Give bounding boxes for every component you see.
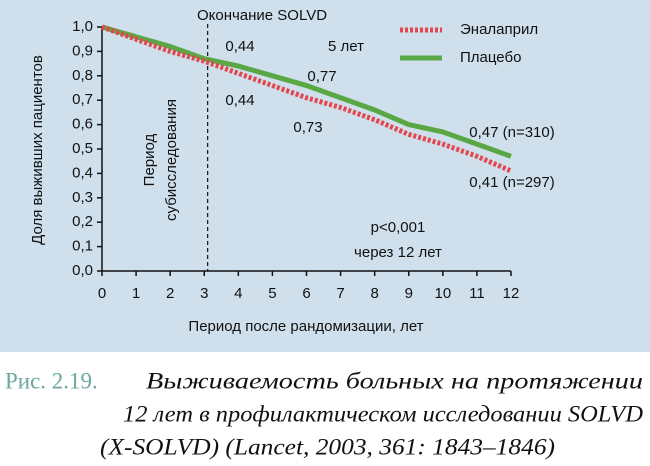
x-tick-label: 9 (405, 285, 413, 302)
x-tick-label: 6 (302, 285, 310, 302)
y-tick-label: 1,0 (72, 18, 93, 35)
annotation: через 12 лет (354, 244, 442, 261)
y-tick-label: 0,5 (72, 140, 93, 157)
legend-label: Эналаприл (460, 21, 538, 38)
x-tick-label: 4 (234, 285, 242, 302)
x-tick-label: 12 (503, 285, 520, 302)
annotation: 0,73 (293, 119, 322, 136)
x-tick-label: 1 (132, 285, 140, 302)
y-tick-label: 0,6 (72, 116, 93, 133)
annotation: 0,77 (307, 68, 336, 85)
chart-background (0, 0, 650, 352)
x-tick-label: 0 (98, 285, 106, 302)
y-tick-label: 0,1 (72, 238, 93, 255)
x-tick-label: 3 (200, 285, 208, 302)
y-tick-label: 0,7 (72, 91, 93, 108)
caption-line: 12 лет в профилактическом исследовании S… (123, 401, 643, 426)
caption-line: (X-SOLVD) (Lancet, 2003, 361: 1843–1846) (100, 434, 555, 459)
annotation: субисследования (163, 99, 180, 221)
annotation: Период (141, 133, 158, 186)
y-tick-label: 0,8 (72, 67, 93, 84)
annotation: 0,44 (225, 38, 254, 55)
y-tick-label: 0,9 (72, 42, 93, 59)
y-tick-label: 0,3 (72, 189, 93, 206)
annotation: Окончание SOLVD (197, 7, 327, 24)
series-line (101, 24, 512, 159)
caption-label: Рис. 2.19. (5, 368, 98, 393)
legend-label: Плацебо (460, 49, 521, 66)
annotation: 0,47 (n=310) (469, 124, 554, 141)
y-tick-label: 0,4 (72, 164, 93, 181)
y-tick-label: 0,2 (72, 213, 93, 230)
y-tick-label: 0,0 (72, 262, 93, 279)
annotation: 5 лет (328, 38, 364, 55)
x-tick-label: 11 (469, 285, 485, 302)
y-axis-label: Доля выживших пациентов (29, 55, 46, 245)
x-tick-label: 8 (370, 285, 378, 302)
annotation: 0,41 (n=297) (469, 174, 554, 191)
x-tick-label: 7 (336, 285, 344, 302)
x-axis-label: Период после рандомизации, лет (188, 318, 423, 335)
annotation: p<0,001 (371, 219, 426, 236)
x-tick-label: 2 (166, 285, 174, 302)
series-line (101, 24, 512, 174)
x-tick-label: 10 (434, 285, 451, 302)
x-tick-label: 5 (268, 285, 276, 302)
annotation: 0,44 (225, 92, 254, 109)
caption-line: Выживаемость больных на протяжении (146, 368, 643, 393)
